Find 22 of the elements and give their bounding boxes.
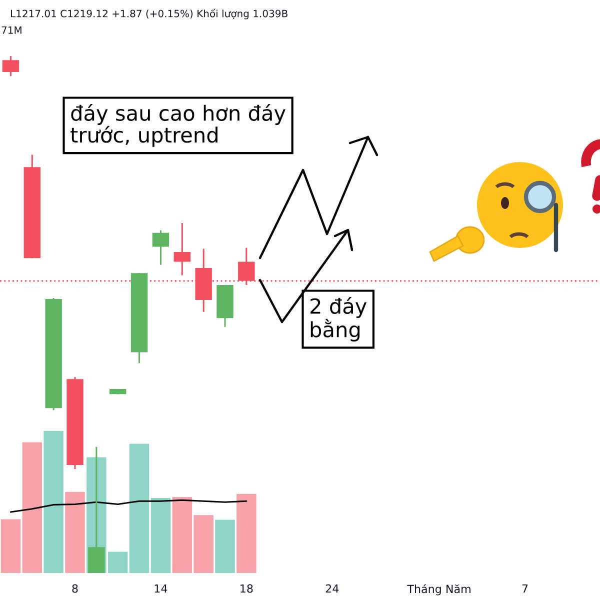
bar [44,430,64,573]
candlestick [2,55,20,77]
bar [150,498,171,573]
bar [129,444,150,573]
x-tick-label: 7 [522,584,528,593]
bar [22,442,42,573]
annotation: đáy sau cao hơn đáy trước, uptrend [70,104,286,147]
candlestick [152,229,170,266]
bar [215,520,235,573]
x-tick-label: 8 [72,584,78,593]
x-tick-label: 24 [326,584,339,593]
x-tick-label: 18 [240,584,253,593]
candlestick [174,222,190,276]
annotation: 2 đáy bằng [310,297,367,342]
text: L1217.01 C1219.12 +1.87 (+0.15%) Khối lượng 1.039B [10,8,288,20]
bar [0,519,21,573]
bar [65,492,85,573]
bar [236,494,256,573]
text: 71M [2,26,22,34]
x-tick-label: 14 [154,584,168,593]
candlestick [238,247,255,286]
x-tick-label: Tháng Năm [407,584,470,596]
